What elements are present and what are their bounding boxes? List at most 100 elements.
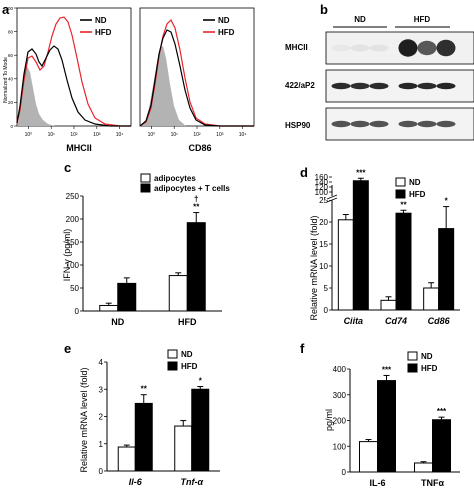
panel-f-legend: ND HFD	[407, 351, 438, 373]
blot-bands	[331, 39, 456, 128]
panel-a-ylabel: Normalized To Mode	[3, 57, 9, 103]
x-tick-label: 10⁰	[148, 132, 156, 138]
blot-band	[350, 44, 370, 52]
bar-hfd	[191, 388, 210, 472]
y-tick-label: 0	[75, 307, 80, 316]
x-category-label: TNFα	[421, 478, 444, 488]
bar-nd	[423, 287, 440, 311]
y-tick-label: 20	[319, 218, 328, 227]
legend-label-nd: ND	[409, 178, 421, 187]
panel-d-ylabel: Relative mRNA level (fold)	[309, 215, 319, 320]
bar-adipocytes-t-cells	[186, 222, 206, 312]
legend-mhcii: ND HFD	[80, 16, 112, 37]
x-category-label: Cd74	[385, 316, 407, 326]
y-tick-label: 300	[333, 391, 347, 400]
bar-adipocytes-t-cells	[117, 282, 137, 312]
panel-letter-a: a	[2, 2, 10, 17]
legend-nd-label: ND	[95, 16, 107, 25]
y-tick-label: 200	[333, 417, 347, 426]
y-tick-label: 140	[315, 178, 329, 187]
x-category-label: Tnf-α	[180, 477, 203, 487]
isotype-fill-mhcii	[17, 66, 55, 126]
legend-swatch-hfd	[407, 363, 418, 373]
y-tick-label: 50	[70, 284, 79, 293]
legend-swatch-nd	[395, 177, 406, 187]
x-tick-label: 10²	[193, 132, 201, 138]
blot-band	[331, 120, 351, 128]
panel-c-ylabel: IFN-γ (pg/ml)	[62, 229, 72, 282]
panel-letter-b: b	[320, 2, 328, 17]
blot-band	[350, 82, 370, 90]
y-tick-label: 15	[319, 240, 328, 249]
x-category-label: IL-6	[369, 478, 385, 488]
y-tick-label: 20	[8, 100, 14, 105]
y-tick-label: 400	[333, 365, 347, 374]
legend-swatch-nd	[167, 349, 178, 359]
x-tick-label: 10³	[216, 132, 224, 138]
panel-e: Relative mRNA level (fold) ND HFD 0 1 2 3 4 I…	[79, 349, 220, 487]
bar-nd	[414, 462, 433, 473]
legend-nd-label: ND	[218, 16, 230, 25]
blot-band	[417, 82, 437, 90]
axis-break-mark	[326, 197, 338, 203]
y-tick-label: 10	[319, 262, 328, 271]
panel-d: Relative mRNA level (fold) ND HFD 0 5 10 15…	[309, 168, 460, 326]
chart-f: 0 100 200 300 400 IL-6 TNFα *** ***	[333, 365, 460, 488]
histogram-mhcii-xlabel: MHCII	[66, 143, 92, 153]
panel-d-legend: ND HFD	[395, 177, 426, 199]
panel-d-ylabel-line: Relative mRNA level (fold)	[309, 215, 319, 320]
panel-letter-e: e	[64, 341, 71, 356]
blot-band	[369, 44, 389, 52]
blot-band	[369, 120, 389, 128]
bar-hfd	[352, 180, 369, 311]
legend-label-hfd: HFD	[421, 364, 438, 373]
bar-nd	[380, 299, 397, 311]
bar-hfd	[432, 419, 451, 473]
legend-label-nd: ND	[421, 352, 433, 361]
y-tick-label: 100	[333, 442, 347, 451]
legend-swatch-nd	[407, 351, 418, 361]
legend-swatch-hfd	[395, 189, 406, 199]
panel-f-ylabel: pg/ml	[324, 409, 334, 431]
panel-a: Normalized To Mode ND HFD MHCII ND	[3, 6, 255, 153]
blot-band	[398, 120, 418, 128]
y-tick-label: 4	[99, 358, 104, 367]
legend-swatch-adipocytes	[140, 173, 151, 183]
axis-break-mark	[326, 194, 338, 200]
bar-hfd	[438, 228, 455, 311]
blot-band	[417, 40, 437, 56]
legend-label-adipocytes: adipocytes	[154, 174, 196, 183]
y-tick-label: 120	[315, 183, 329, 192]
y-tick-label: 80	[8, 29, 14, 34]
y-tick-label: 1	[99, 440, 104, 449]
bar-hfd	[395, 212, 412, 311]
blot-row-label-hsp90: HSP90	[285, 121, 311, 130]
blot-group-label-hfd: HFD	[414, 15, 431, 24]
y-tick-label: 5	[324, 284, 329, 293]
legend-swatch-adipocytes-t-cells	[140, 183, 151, 193]
nd-curve-mhcii	[16, 45, 131, 127]
panel-letter-c: c	[64, 160, 71, 175]
blot-band	[350, 120, 370, 128]
y-tick-label: 0	[99, 467, 104, 476]
legend-label-hfd: HFD	[181, 362, 198, 371]
legend-hfd-label: HFD	[218, 28, 235, 37]
x-category-label: HFD	[178, 317, 197, 327]
y-tick-label: 25	[319, 196, 328, 205]
significance-mark: **	[400, 200, 407, 209]
y-tick-label: 3	[99, 385, 104, 394]
y-tick-label: 0	[342, 468, 347, 477]
blot-band	[436, 39, 456, 57]
legend-label-hfd: HFD	[409, 190, 426, 199]
x-tick-label: 10⁰	[25, 132, 33, 138]
blot-band	[417, 120, 437, 128]
panel-e-legend: ND HFD	[167, 349, 198, 371]
histogram-cd86-xlabel: CD86	[188, 143, 211, 153]
blot-band	[369, 82, 389, 90]
y-tick-label: 2	[99, 413, 104, 422]
x-tick-label: 10⁴	[239, 132, 247, 138]
y-tick-label: 200	[66, 215, 80, 224]
